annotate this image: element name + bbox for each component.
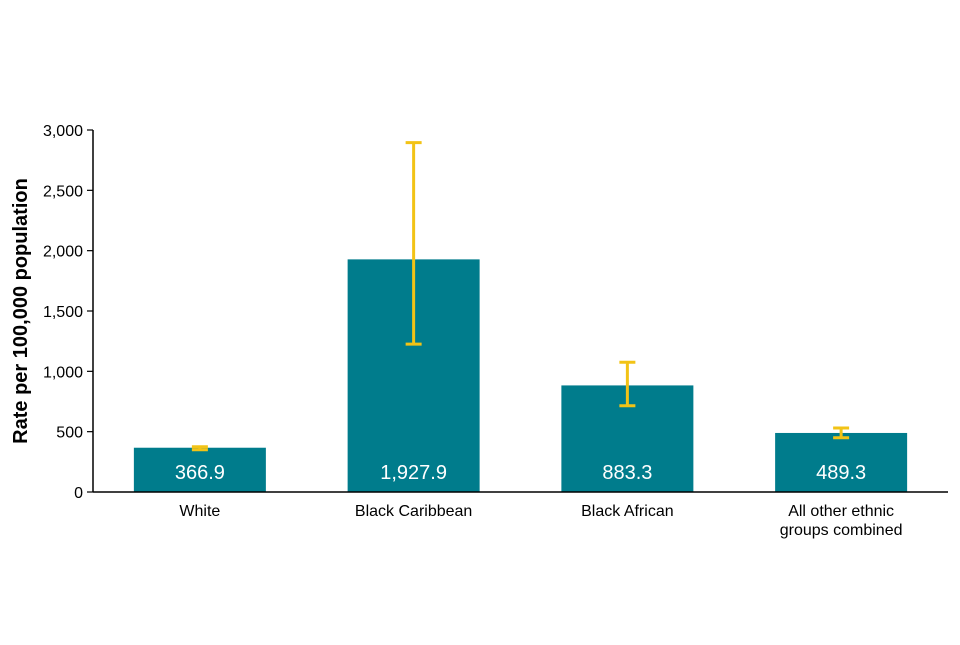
- y-axis-label: Rate per 100,000 population: [10, 178, 32, 444]
- x-tick-label: Black Caribbean: [355, 503, 472, 520]
- x-tick-label-line: White: [179, 503, 220, 520]
- bar-value-label: 1,927.9: [380, 462, 447, 484]
- y-tick-label: 1,500: [43, 304, 83, 321]
- y-tick-label: 500: [56, 425, 83, 442]
- y-tick-label: 3,000: [43, 123, 83, 140]
- y-tick-label: 2,500: [43, 183, 83, 200]
- bar-value-label: 489.3: [816, 462, 866, 484]
- bar: [133, 447, 266, 492]
- bar-value-label: 883.3: [602, 462, 652, 484]
- x-tick-label-line: All other ethnic: [788, 503, 894, 520]
- x-tick-label-line: Black Caribbean: [355, 503, 472, 520]
- bar: [775, 432, 908, 492]
- x-tick-label: All other ethnic groups combined: [780, 503, 903, 539]
- y-tick-label: 2,000: [43, 244, 83, 261]
- x-tick-label: Black African: [581, 503, 673, 520]
- x-tick-label: White: [179, 503, 220, 520]
- x-tick-label-line: groups combined: [780, 522, 903, 539]
- bar-value-label: 366.9: [175, 462, 225, 484]
- y-tick-label: 1,000: [43, 364, 83, 381]
- x-tick-label-line: Black African: [581, 503, 673, 520]
- y-tick-label: 0: [74, 485, 83, 502]
